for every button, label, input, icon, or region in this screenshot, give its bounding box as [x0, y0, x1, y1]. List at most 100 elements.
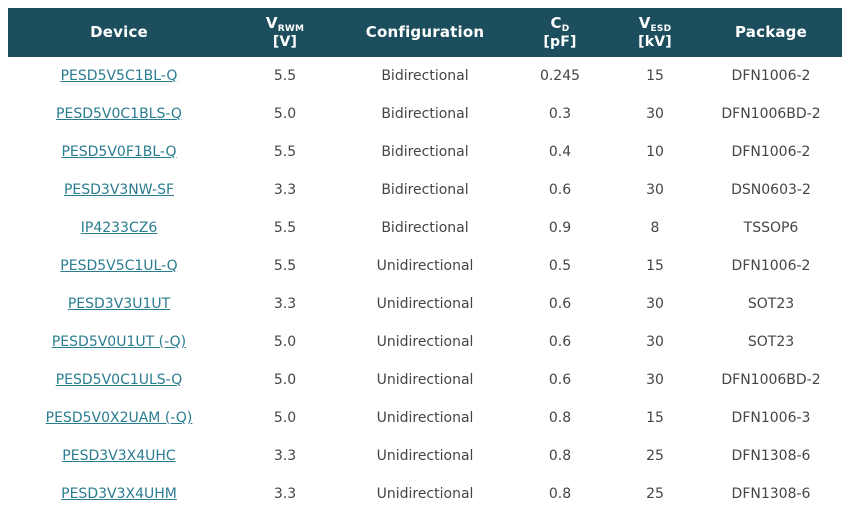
- device-link[interactable]: PESD5V5C1UL-Q: [60, 258, 178, 274]
- package-cell: SOT23: [700, 285, 842, 323]
- header-subscript: ESD: [650, 23, 672, 34]
- configuration-cell: Bidirectional: [340, 171, 510, 209]
- vesd-cell: 15: [610, 247, 700, 285]
- header-label: C: [550, 13, 562, 32]
- configuration-cell: Unidirectional: [340, 475, 510, 513]
- vrwm-cell: 5.0: [230, 361, 340, 399]
- vrwm-cell: 5.0: [230, 95, 340, 133]
- column-header-package: Package: [700, 8, 842, 57]
- package-cell: DFN1006BD-2: [700, 361, 842, 399]
- esd-device-table: Device VRWM [V] Configuration CD [pF] VESD…: [8, 8, 842, 513]
- device-link[interactable]: PESD3V3X4UHM: [61, 486, 177, 502]
- vrwm-cell: 3.3: [230, 437, 340, 475]
- vrwm-cell: 3.3: [230, 171, 340, 209]
- table-row: PESD5V5C1UL-Q 5.5 Unidirectional 0.5 15 …: [8, 247, 842, 285]
- vesd-cell: 30: [610, 285, 700, 323]
- device-link[interactable]: PESD5V0C1BLS-Q: [56, 106, 182, 122]
- package-cell: DFN1006-2: [700, 133, 842, 171]
- package-cell: DFN1308-6: [700, 437, 842, 475]
- vrwm-cell: 3.3: [230, 475, 340, 513]
- vrwm-cell: 5.5: [230, 247, 340, 285]
- configuration-cell: Unidirectional: [340, 247, 510, 285]
- configuration-cell: Bidirectional: [340, 133, 510, 171]
- configuration-cell: Unidirectional: [340, 399, 510, 437]
- cd-cell: 0.3: [510, 95, 610, 133]
- device-link[interactable]: PESD3V3NW-SF: [63, 182, 175, 198]
- header-label: V: [638, 13, 651, 32]
- table-row: PESD5V0C1ULS-Q 5.0 Unidirectional 0.6 30…: [8, 361, 842, 399]
- package-cell: DFN1006-3: [700, 399, 842, 437]
- vesd-cell: 30: [610, 95, 700, 133]
- vesd-cell: 30: [610, 361, 700, 399]
- column-header-vesd: VESD [kV]: [610, 8, 700, 57]
- cd-cell: 0.8: [510, 475, 610, 513]
- device-link[interactable]: PESD3V3U1UT: [67, 296, 171, 312]
- configuration-cell: Bidirectional: [340, 209, 510, 247]
- device-cell: IP4233CZ6: [8, 209, 230, 247]
- device-link[interactable]: IP4233CZ6: [80, 220, 158, 236]
- vrwm-cell: 5.5: [230, 209, 340, 247]
- esd-device-table-container: Device VRWM [V] Configuration CD [pF] VESD…: [8, 8, 842, 513]
- cd-cell: 0.6: [510, 285, 610, 323]
- table-row: PESD3V3U1UT 3.3 Unidirectional 0.6 30 SO…: [8, 285, 842, 323]
- vrwm-cell: 3.3: [230, 285, 340, 323]
- device-cell: PESD5V5C1UL-Q: [8, 247, 230, 285]
- package-cell: DSN0603-2: [700, 171, 842, 209]
- package-cell: DFN1006-2: [700, 247, 842, 285]
- header-label: Configuration: [365, 22, 485, 41]
- column-header-configuration: Configuration: [340, 8, 510, 57]
- device-cell: PESD5V0X2UAM (-Q): [8, 399, 230, 437]
- package-cell: DFN1006BD-2: [700, 95, 842, 133]
- column-header-vrwm: VRWM [V]: [230, 8, 340, 57]
- vrwm-cell: 5.5: [230, 133, 340, 171]
- table-row: PESD5V0F1BL-Q 5.5 Bidirectional 0.4 10 D…: [8, 133, 842, 171]
- package-cell: SOT23: [700, 323, 842, 361]
- vrwm-cell: 5.5: [230, 57, 340, 95]
- header-label: Package: [734, 22, 807, 41]
- vesd-cell: 8: [610, 209, 700, 247]
- cd-cell: 0.8: [510, 437, 610, 475]
- device-cell: PESD5V0C1ULS-Q: [8, 361, 230, 399]
- configuration-cell: Bidirectional: [340, 57, 510, 95]
- device-cell: PESD5V5C1BL-Q: [8, 57, 230, 95]
- vesd-cell: 25: [610, 475, 700, 513]
- configuration-cell: Unidirectional: [340, 437, 510, 475]
- device-link[interactable]: PESD5V0C1ULS-Q: [55, 372, 183, 388]
- table-row: PESD3V3X4UHM 3.3 Unidirectional 0.8 25 D…: [8, 475, 842, 513]
- vesd-cell: 15: [610, 399, 700, 437]
- device-link[interactable]: PESD5V0F1BL-Q: [61, 144, 177, 160]
- device-cell: PESD5V0U1UT (-Q): [8, 323, 230, 361]
- column-header-device: Device: [8, 8, 230, 57]
- header-row: Device VRWM [V] Configuration CD [pF] VESD…: [8, 8, 842, 57]
- vesd-cell: 25: [610, 437, 700, 475]
- device-cell: PESD5V0F1BL-Q: [8, 133, 230, 171]
- vrwm-cell: 5.0: [230, 323, 340, 361]
- header-subscript: D: [561, 23, 570, 34]
- device-link[interactable]: PESD5V0X2UAM (-Q): [45, 410, 193, 426]
- table-row: PESD5V0C1BLS-Q 5.0 Bidirectional 0.3 30 …: [8, 95, 842, 133]
- cd-cell: 0.9: [510, 209, 610, 247]
- vesd-cell: 30: [610, 323, 700, 361]
- device-cell: PESD3V3NW-SF: [8, 171, 230, 209]
- configuration-cell: Unidirectional: [340, 285, 510, 323]
- configuration-cell: Unidirectional: [340, 361, 510, 399]
- configuration-cell: Unidirectional: [340, 323, 510, 361]
- cd-cell: 0.8: [510, 399, 610, 437]
- cd-cell: 0.6: [510, 171, 610, 209]
- header-subscript: RWM: [277, 23, 305, 34]
- table-row: PESD5V0U1UT (-Q) 5.0 Unidirectional 0.6 …: [8, 323, 842, 361]
- column-header-cd: CD [pF]: [510, 8, 610, 57]
- device-cell: PESD3V3X4UHM: [8, 475, 230, 513]
- device-link[interactable]: PESD5V5C1BL-Q: [60, 68, 178, 84]
- table-body: PESD5V5C1BL-Q 5.5 Bidirectional 0.245 15…: [8, 57, 842, 513]
- device-link[interactable]: PESD5V0U1UT (-Q): [51, 334, 187, 350]
- cd-cell: 0.6: [510, 323, 610, 361]
- device-cell: PESD3V3X4UHC: [8, 437, 230, 475]
- header-unit: [kV]: [638, 34, 672, 51]
- table-row: PESD5V0X2UAM (-Q) 5.0 Unidirectional 0.8…: [8, 399, 842, 437]
- vesd-cell: 30: [610, 171, 700, 209]
- table-row: PESD3V3NW-SF 3.3 Bidirectional 0.6 30 DS…: [8, 171, 842, 209]
- device-link[interactable]: PESD3V3X4UHC: [62, 448, 176, 464]
- cd-cell: 0.6: [510, 361, 610, 399]
- table-row: PESD3V3X4UHC 3.3 Unidirectional 0.8 25 D…: [8, 437, 842, 475]
